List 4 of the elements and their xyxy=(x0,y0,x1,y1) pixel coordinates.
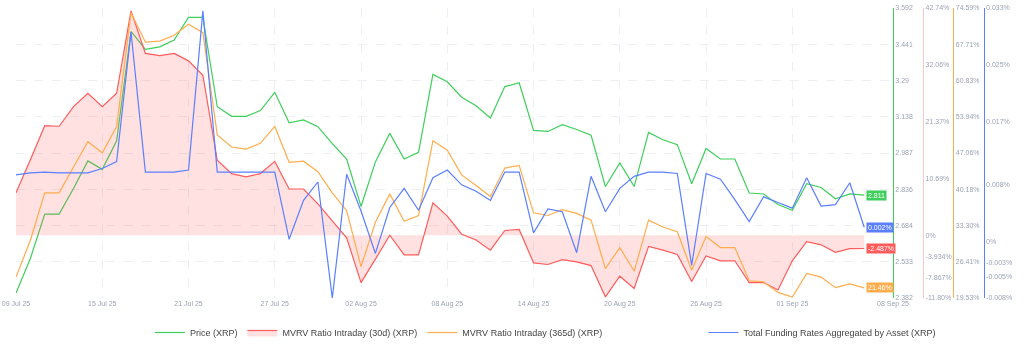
legend-label: MVRV Ratio Intraday (30d) (XRP) xyxy=(282,328,418,339)
legend-label: MVRV Ratio Intraday (365d) (XRP) xyxy=(462,328,603,339)
legend-label: Price (XRP) xyxy=(189,328,238,339)
legend-label: Total Funding Rates Aggregated by Asset (XRP) xyxy=(743,328,936,339)
